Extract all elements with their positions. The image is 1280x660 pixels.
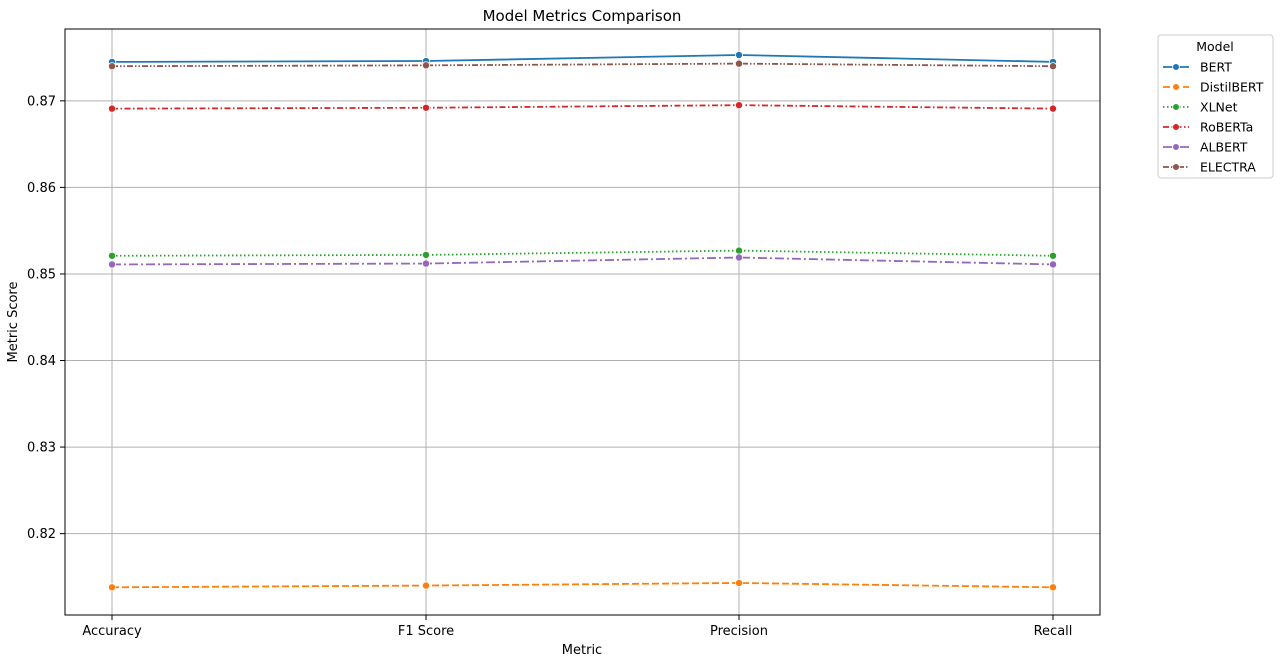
grid: [65, 29, 1100, 615]
x-axis-ticks: Accuracy F1 Score Precision Recall: [82, 615, 1072, 639]
y-tick-label: 0.83: [27, 441, 56, 456]
data-point-roberta: [1049, 104, 1058, 113]
data-point-roberta: [421, 103, 430, 112]
data-point-distilbert: [1049, 583, 1058, 592]
data-point-distilbert: [421, 581, 430, 590]
legend-label-bert: BERT: [1200, 60, 1232, 75]
y-tick-label: 0.82: [27, 527, 56, 542]
legend-marker-electra: [1172, 163, 1180, 171]
x-axis-label: Metric: [562, 643, 602, 658]
legend-marker-albert: [1172, 143, 1180, 151]
chart-title: Model Metrics Comparison: [483, 7, 682, 25]
x-tick-label: Precision: [710, 624, 768, 639]
data-point-roberta: [108, 104, 117, 113]
x-tick-label: Recall: [1034, 624, 1073, 639]
x-tick-label: Accuracy: [82, 624, 142, 639]
y-axis-label: Metric Score: [6, 282, 21, 363]
legend-marker-distilbert: [1172, 83, 1180, 91]
data-point-albert: [1049, 260, 1058, 269]
series-line-roberta: [111, 104, 1054, 110]
series-line-bert: [111, 54, 1054, 63]
data-point-distilbert: [108, 583, 117, 592]
legend-label-roberta: RoBERTa: [1200, 120, 1253, 135]
data-point-xlnet: [108, 251, 117, 260]
y-tick-label: 0.87: [27, 94, 56, 109]
y-tick-label: 0.85: [27, 267, 56, 282]
data-point-albert: [108, 260, 117, 269]
legend-marker-roberta: [1172, 123, 1180, 131]
data-point-distilbert: [735, 578, 744, 587]
legend-label-albert: ALBERT: [1200, 140, 1248, 155]
data-point-xlnet: [735, 246, 744, 255]
data-point-electra: [108, 62, 117, 71]
data-point-xlnet: [421, 250, 430, 259]
legend-label-xlnet: XLNet: [1200, 100, 1238, 115]
data-point-albert: [735, 253, 744, 262]
legend-items: BERT DistilBERT XLNet RoBERTa ALBERT ELECTRA: [1163, 60, 1264, 175]
y-tick-label: 0.84: [27, 354, 56, 369]
data-point-electra: [735, 59, 744, 68]
data-point-xlnet: [1049, 251, 1058, 260]
series-group: [108, 50, 1058, 592]
x-tick-label: F1 Score: [398, 624, 454, 639]
data-point-albert: [421, 259, 430, 268]
plot-area-frame: [64, 28, 1101, 616]
y-axis-ticks: 0.82 0.83 0.84 0.85 0.86 0.87: [27, 94, 65, 542]
series-line-albert: [111, 256, 1054, 266]
series-line-distilbert: [111, 582, 1054, 589]
legend-label-distilbert: DistilBERT: [1200, 80, 1264, 95]
legend-marker-xlnet: [1172, 103, 1180, 111]
legend-marker-bert: [1172, 63, 1180, 71]
legend-frame: [1157, 34, 1274, 179]
series-line-electra: [111, 62, 1054, 68]
data-point-bert: [735, 50, 744, 59]
y-tick-label: 0.86: [27, 181, 56, 196]
data-point-electra: [1049, 62, 1058, 71]
data-point-electra: [421, 61, 430, 70]
data-point-roberta: [735, 101, 744, 110]
legend-title: Model: [1196, 39, 1234, 54]
series-line-xlnet: [111, 249, 1054, 257]
legend-label-electra: ELECTRA: [1200, 160, 1256, 175]
legend: Model BERT DistilBERT XLNet RoBERTa ALBERT EL…: [1157, 34, 1274, 179]
